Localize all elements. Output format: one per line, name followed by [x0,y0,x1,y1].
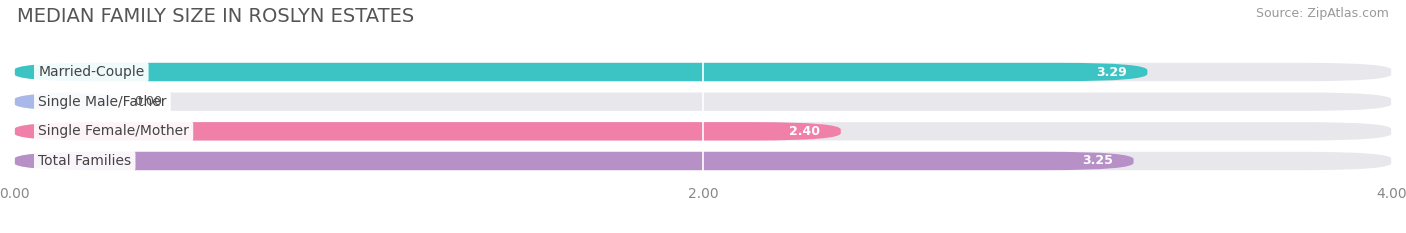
Text: Single Female/Mother: Single Female/Mother [38,124,188,138]
Text: MEDIAN FAMILY SIZE IN ROSLYN ESTATES: MEDIAN FAMILY SIZE IN ROSLYN ESTATES [17,7,415,26]
Text: Married-Couple: Married-Couple [38,65,145,79]
Text: 0.00: 0.00 [135,95,163,108]
FancyBboxPatch shape [14,93,118,111]
FancyBboxPatch shape [14,63,1392,81]
FancyBboxPatch shape [14,93,1392,111]
Text: Source: ZipAtlas.com: Source: ZipAtlas.com [1256,7,1389,20]
FancyBboxPatch shape [14,122,841,140]
Text: 2.40: 2.40 [789,125,820,138]
FancyBboxPatch shape [14,152,1133,170]
FancyBboxPatch shape [14,63,1147,81]
FancyBboxPatch shape [14,122,1392,140]
FancyBboxPatch shape [14,152,1392,170]
Text: 3.25: 3.25 [1083,154,1114,168]
Text: 3.29: 3.29 [1095,65,1126,79]
Text: Total Families: Total Families [38,154,131,168]
Text: Single Male/Father: Single Male/Father [38,95,167,109]
